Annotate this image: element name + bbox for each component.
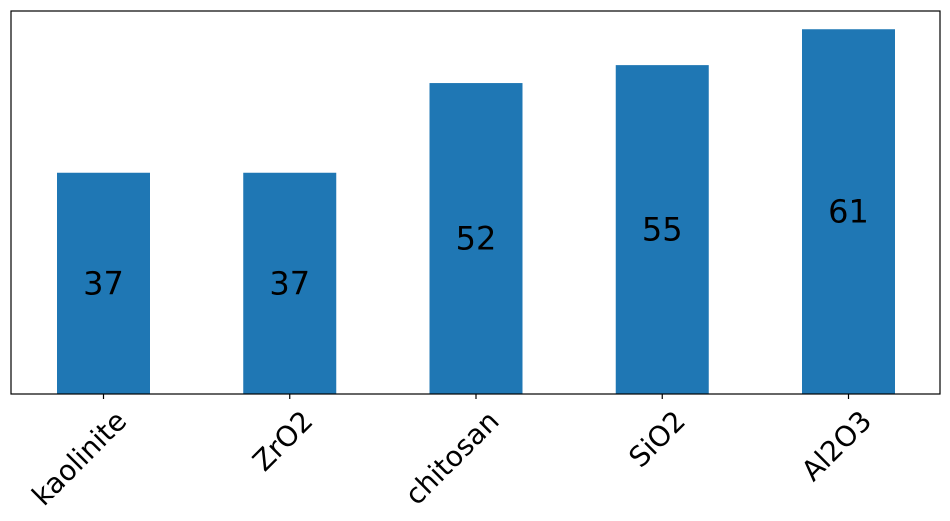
x-tick-label-al2o3: Al2O3 xyxy=(795,404,878,487)
data-label-sio2: 55 xyxy=(642,211,683,249)
bar-al2o3 xyxy=(802,29,895,395)
data-labels-layer: 37 37 52 55 61 xyxy=(83,193,869,303)
data-label-kaolinite: 37 xyxy=(83,264,124,302)
x-tick-label-chitosan: chitosan xyxy=(399,404,506,511)
bar-sio2 xyxy=(615,65,709,395)
x-tick-labels-layer: kaolinite ZrO2 chitosan SiO2 Al2O3 xyxy=(25,404,878,512)
bars-layer xyxy=(57,29,895,395)
bar-chitosan xyxy=(429,83,523,394)
x-tick-label-sio2: SiO2 xyxy=(622,404,692,474)
data-label-zro2: 37 xyxy=(269,264,310,302)
x-tick-label-kaolinite: kaolinite xyxy=(25,404,133,512)
x-ticks-layer xyxy=(102,394,850,399)
bar-kaolinite xyxy=(57,172,150,394)
data-label-al2o3: 61 xyxy=(828,193,869,231)
data-label-chitosan: 52 xyxy=(456,220,497,258)
bar-zro2 xyxy=(243,172,337,394)
x-tick-label-zro2: ZrO2 xyxy=(246,404,319,477)
